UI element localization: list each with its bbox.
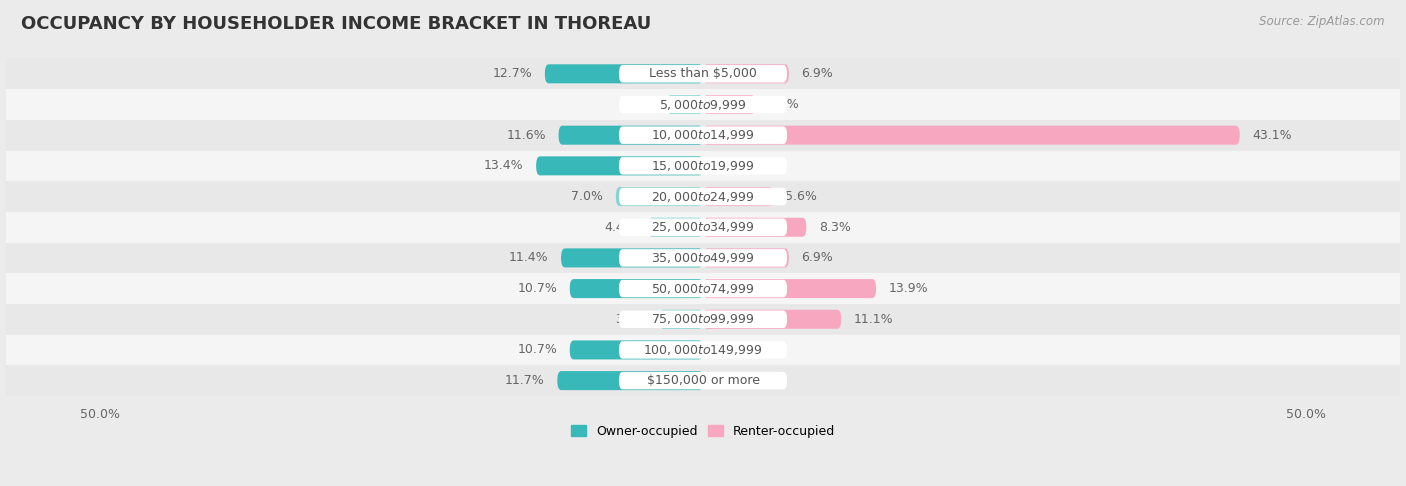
Text: 43.1%: 43.1% bbox=[1253, 129, 1292, 142]
FancyBboxPatch shape bbox=[546, 64, 703, 83]
Text: $15,000 to $19,999: $15,000 to $19,999 bbox=[651, 159, 755, 173]
FancyBboxPatch shape bbox=[6, 181, 1400, 212]
Text: Source: ZipAtlas.com: Source: ZipAtlas.com bbox=[1260, 15, 1385, 28]
Text: $35,000 to $49,999: $35,000 to $49,999 bbox=[651, 251, 755, 265]
FancyBboxPatch shape bbox=[6, 212, 1400, 243]
Text: 10.7%: 10.7% bbox=[517, 282, 557, 295]
FancyBboxPatch shape bbox=[619, 219, 787, 236]
FancyBboxPatch shape bbox=[561, 248, 703, 267]
FancyBboxPatch shape bbox=[6, 365, 1400, 396]
FancyBboxPatch shape bbox=[569, 340, 703, 360]
Text: 13.4%: 13.4% bbox=[484, 159, 523, 173]
Legend: Owner-occupied, Renter-occupied: Owner-occupied, Renter-occupied bbox=[567, 420, 839, 443]
FancyBboxPatch shape bbox=[703, 64, 789, 83]
FancyBboxPatch shape bbox=[6, 89, 1400, 120]
Text: 12.7%: 12.7% bbox=[492, 68, 533, 80]
Text: 0.0%: 0.0% bbox=[716, 374, 748, 387]
FancyBboxPatch shape bbox=[536, 156, 703, 175]
FancyBboxPatch shape bbox=[6, 304, 1400, 334]
FancyBboxPatch shape bbox=[648, 218, 703, 237]
FancyBboxPatch shape bbox=[703, 126, 1240, 145]
FancyBboxPatch shape bbox=[703, 248, 789, 267]
Text: 7.0%: 7.0% bbox=[571, 190, 603, 203]
FancyBboxPatch shape bbox=[703, 187, 773, 206]
Text: 6.9%: 6.9% bbox=[801, 251, 834, 264]
Text: 50.0%: 50.0% bbox=[1285, 408, 1326, 421]
Text: 4.4%: 4.4% bbox=[605, 221, 636, 234]
FancyBboxPatch shape bbox=[6, 120, 1400, 151]
Text: $25,000 to $34,999: $25,000 to $34,999 bbox=[651, 220, 755, 234]
FancyBboxPatch shape bbox=[666, 95, 703, 114]
FancyBboxPatch shape bbox=[6, 151, 1400, 181]
Text: 2.9%: 2.9% bbox=[623, 98, 654, 111]
Text: 6.9%: 6.9% bbox=[801, 68, 834, 80]
Text: $50,000 to $74,999: $50,000 to $74,999 bbox=[651, 281, 755, 295]
Text: 11.4%: 11.4% bbox=[509, 251, 548, 264]
FancyBboxPatch shape bbox=[616, 187, 703, 206]
Text: $75,000 to $99,999: $75,000 to $99,999 bbox=[651, 312, 755, 326]
FancyBboxPatch shape bbox=[659, 310, 703, 329]
Text: $10,000 to $14,999: $10,000 to $14,999 bbox=[651, 128, 755, 142]
FancyBboxPatch shape bbox=[619, 341, 787, 359]
Text: $150,000 or more: $150,000 or more bbox=[647, 374, 759, 387]
Text: $20,000 to $24,999: $20,000 to $24,999 bbox=[651, 190, 755, 204]
FancyBboxPatch shape bbox=[703, 310, 841, 329]
FancyBboxPatch shape bbox=[703, 279, 876, 298]
FancyBboxPatch shape bbox=[619, 311, 787, 328]
Text: 11.1%: 11.1% bbox=[853, 313, 893, 326]
FancyBboxPatch shape bbox=[569, 279, 703, 298]
Text: 10.7%: 10.7% bbox=[517, 344, 557, 356]
FancyBboxPatch shape bbox=[619, 372, 787, 389]
Text: 11.7%: 11.7% bbox=[505, 374, 546, 387]
Text: 8.3%: 8.3% bbox=[818, 221, 851, 234]
FancyBboxPatch shape bbox=[6, 334, 1400, 365]
Text: Less than $5,000: Less than $5,000 bbox=[650, 68, 756, 80]
FancyBboxPatch shape bbox=[703, 95, 755, 114]
Text: 4.2%: 4.2% bbox=[768, 98, 800, 111]
FancyBboxPatch shape bbox=[6, 243, 1400, 273]
FancyBboxPatch shape bbox=[703, 218, 807, 237]
FancyBboxPatch shape bbox=[619, 280, 787, 297]
FancyBboxPatch shape bbox=[619, 65, 787, 83]
Text: OCCUPANCY BY HOUSEHOLDER INCOME BRACKET IN THOREAU: OCCUPANCY BY HOUSEHOLDER INCOME BRACKET … bbox=[21, 15, 651, 33]
FancyBboxPatch shape bbox=[619, 96, 787, 113]
FancyBboxPatch shape bbox=[557, 371, 703, 390]
Text: $100,000 to $149,999: $100,000 to $149,999 bbox=[644, 343, 762, 357]
FancyBboxPatch shape bbox=[619, 188, 787, 205]
Text: 13.9%: 13.9% bbox=[889, 282, 928, 295]
FancyBboxPatch shape bbox=[6, 273, 1400, 304]
Text: 0.0%: 0.0% bbox=[716, 344, 748, 356]
Text: 5.6%: 5.6% bbox=[785, 190, 817, 203]
FancyBboxPatch shape bbox=[619, 249, 787, 267]
Text: 11.6%: 11.6% bbox=[506, 129, 546, 142]
Text: 3.5%: 3.5% bbox=[614, 313, 647, 326]
FancyBboxPatch shape bbox=[619, 157, 787, 174]
FancyBboxPatch shape bbox=[619, 126, 787, 144]
FancyBboxPatch shape bbox=[558, 126, 703, 145]
Text: 0.0%: 0.0% bbox=[716, 159, 748, 173]
Text: $5,000 to $9,999: $5,000 to $9,999 bbox=[659, 98, 747, 111]
Text: 50.0%: 50.0% bbox=[80, 408, 121, 421]
FancyBboxPatch shape bbox=[6, 58, 1400, 89]
